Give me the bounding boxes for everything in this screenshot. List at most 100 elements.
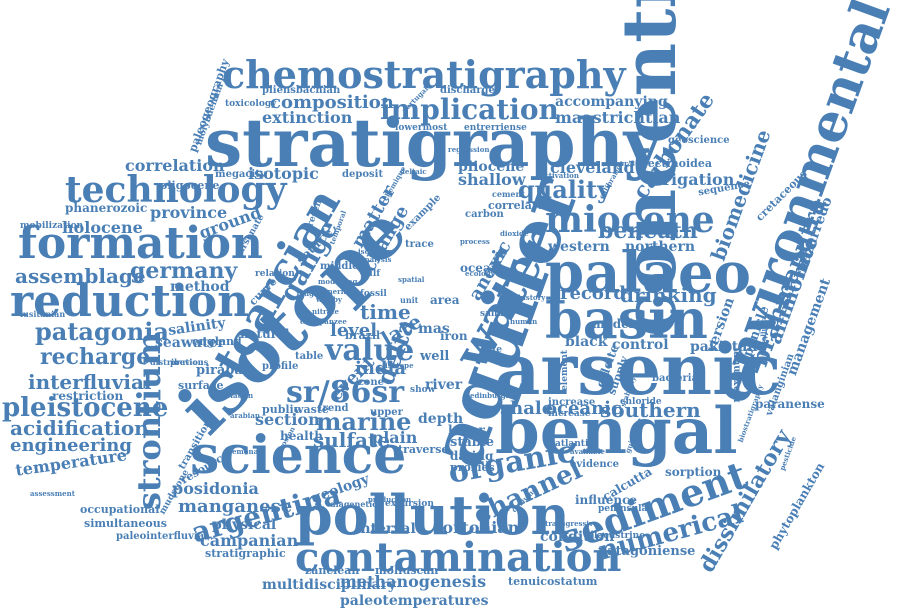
cloud-word: gulf [360, 269, 381, 279]
cloud-word: upper [370, 407, 403, 418]
cloud-word: transgressive [545, 519, 598, 528]
cloud-word: sulfate [313, 428, 390, 452]
cloud-word: lowermost [395, 123, 448, 133]
cloud-word: surface [178, 379, 224, 392]
cloud-word: atlantic [555, 439, 594, 449]
cloud-word: molluscan [375, 564, 439, 577]
cloud-word: engineering [10, 435, 132, 456]
cloud-word: excursion [385, 499, 434, 509]
cloud-word: traverse [398, 443, 449, 456]
cloud-word: diagenetic [330, 499, 378, 509]
cloud-word: deposit [342, 169, 384, 180]
cloud-word: science [190, 425, 407, 486]
cloud-word: bonerian [318, 287, 354, 296]
cloud-word: river [425, 377, 463, 393]
cloud-word: zone [358, 377, 384, 388]
cloud-word: fossil [360, 289, 387, 299]
cloud-word: increase [548, 409, 591, 419]
cloud-word: deltaic [400, 167, 427, 176]
cloud-word: trace [405, 239, 434, 250]
cloud-word: value [325, 333, 415, 368]
cloud-word: model [592, 317, 634, 331]
cloud-word: tortonian [435, 518, 520, 537]
cloud-word: phytoplankton [766, 460, 828, 552]
cloud-word: paranense [755, 397, 825, 411]
cloud-word: simultaneous [84, 517, 167, 530]
cloud-word: iron [440, 329, 468, 343]
cloud-word: dioxide [500, 229, 529, 238]
cloud-word: lusitanian [20, 309, 66, 319]
cloud-word: bengal [495, 394, 738, 469]
cloud-word: pollution [295, 483, 570, 547]
cloud-word: holocene [62, 218, 143, 237]
cloud-word: extinction [262, 108, 353, 127]
cloud-word: plain [372, 428, 418, 447]
cloud-word: natural [240, 327, 290, 341]
cloud-word: public [262, 403, 301, 416]
cloud-word: seawater [155, 335, 225, 351]
cloud-word: peninsula [598, 504, 648, 514]
cloud-word: sugar [300, 289, 323, 298]
cloud-word: stable [450, 435, 495, 450]
cloud-word: correlation [125, 156, 225, 175]
cloud-word: assemblage [15, 264, 146, 288]
cloud-word: unit [400, 295, 419, 305]
cloud-word: shale [500, 398, 554, 419]
cloud-word: variation [218, 391, 254, 400]
cloud-word: multidisciplinary [262, 577, 397, 593]
cloud-word: restriction [52, 389, 124, 403]
cloud-word: campanian [200, 531, 299, 550]
cloud-word: chloride [620, 397, 662, 407]
cloud-word: bacterial [652, 373, 702, 384]
cloud-word: lower [448, 423, 485, 437]
cloud-word: sr/86 [620, 159, 640, 168]
cloud-word: history [518, 293, 546, 302]
cloud-word: evidence [570, 459, 620, 470]
cloud-word: formation [18, 218, 263, 269]
cloud-word: interval [355, 521, 416, 537]
cloud-word: dating [450, 449, 494, 463]
cloud-word: mas [418, 321, 450, 337]
cloud-word: mollusc [758, 318, 768, 349]
cloud-word: method [170, 279, 230, 295]
cloud-word: whitby [316, 295, 342, 304]
cloud-word: oligocene [160, 179, 220, 192]
cloud-word: palaeo [545, 240, 751, 306]
cloud-word: human [510, 317, 538, 326]
cloud-word: basin [545, 287, 708, 351]
cloud-word: shallow [458, 170, 526, 189]
cloud-word: irrigation [648, 170, 735, 189]
cloud-word: england [192, 335, 242, 348]
cloud-word: ecology [465, 269, 495, 278]
cloud-word: health [280, 429, 323, 443]
cloud-word: quality [518, 175, 612, 204]
cloud-word: cremona [224, 447, 259, 456]
cloud-word: occupational [80, 503, 160, 516]
cloud-word: isolation [358, 247, 393, 256]
cloud-word: chemostratigraphy [222, 52, 626, 97]
cloud-word: maximum [731, 347, 743, 403]
cloud-word: influence [575, 493, 638, 507]
cloud-word: brazil [345, 329, 381, 342]
cloud-word: maastrichtian [555, 108, 681, 127]
cloud-word: sr/86sr [286, 375, 405, 410]
cloud-word: interfluvial [28, 370, 152, 394]
cloud-word: composition [270, 92, 394, 113]
cloud-word: pleistocene [2, 393, 169, 423]
cloud-word: oceanic [545, 398, 622, 419]
cloud-word: time [360, 300, 411, 324]
cloud-word: record [560, 283, 626, 304]
cloud-word: carbon [465, 209, 504, 220]
cloud-word: previous [170, 357, 209, 367]
cloud-word: depth [418, 411, 464, 427]
cloud-word: mobilization [20, 221, 84, 231]
cloud-word: contamination [295, 534, 622, 581]
cloud-word: germany [130, 258, 238, 284]
cloud-word: activation [540, 171, 579, 180]
cloud-word: increase [548, 397, 596, 408]
cloud-word: discharge [440, 85, 495, 96]
cloud-word: paleointerfluvial [116, 531, 209, 542]
cloud-word: lacustrine [594, 531, 645, 541]
cloud-word: isotope [385, 361, 414, 370]
cloud-word: methanogenesis [340, 572, 487, 591]
